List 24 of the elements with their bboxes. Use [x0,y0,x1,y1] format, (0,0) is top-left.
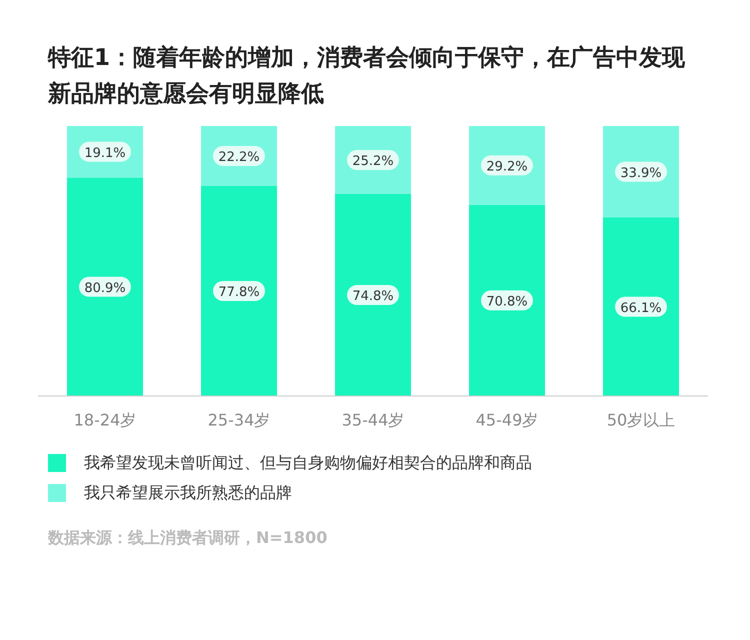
bar [67,178,143,396]
data-label: 77.8% [218,284,260,300]
data-label: 25.2% [352,154,394,170]
data-label: 33.9% [620,166,662,181]
bar [469,204,545,396]
data-label: 70.8% [486,294,528,310]
legend-label: 我希望发现未曾听闻过、但与自身购物偏好相契合的品牌和商品 [84,452,532,474]
legend-label: 我只希望展示我所熟悉的品牌 [84,482,292,504]
data-label: 29.2% [486,159,528,174]
source-note: 数据来源：线上消费者调研，N=1800 [48,528,328,549]
x-tick-label: 45-49岁 [476,410,538,430]
bar [603,218,679,396]
data-label: 19.1% [84,146,126,161]
data-label: 74.8% [352,289,394,304]
bar [201,186,277,396]
chart-title: 特征1：随着年龄的增加，消费者会倾向于保守，在广告中发现新品牌的意愿会有明显降低 [46,44,686,109]
x-tick-label: 50岁以上 [606,410,676,430]
bar [335,194,411,396]
x-tick-label: 35-44岁 [342,410,404,430]
x-tick-label: 18-24岁 [74,410,136,430]
data-label: 66.1% [620,300,662,316]
data-label: 22.2% [218,150,260,165]
data-label: 80.9% [84,280,126,296]
x-tick-label: 25-34岁 [208,410,270,430]
